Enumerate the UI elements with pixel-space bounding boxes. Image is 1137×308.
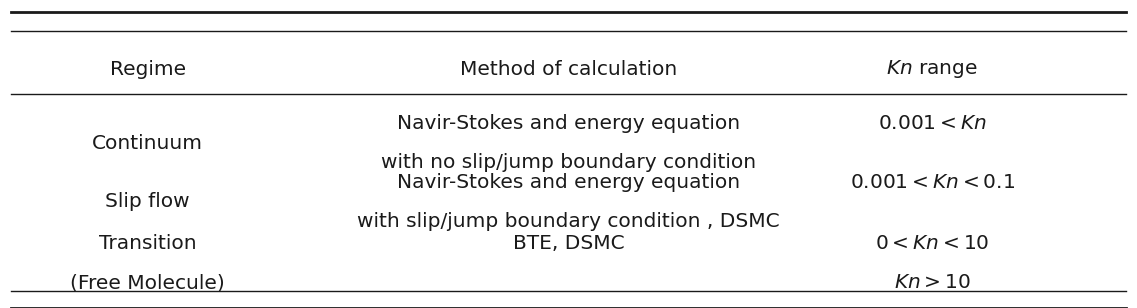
Text: Transition: Transition — [99, 234, 197, 253]
Text: $0.001 < Kn$: $0.001 < Kn$ — [878, 114, 987, 133]
Text: BTE, DSMC: BTE, DSMC — [513, 234, 624, 253]
Text: Slip flow: Slip flow — [106, 192, 190, 211]
Text: Regime: Regime — [110, 60, 185, 79]
Text: $0.001 < Kn < 0.1$: $0.001 < Kn < 0.1$ — [849, 173, 1015, 192]
Text: Navir-Stokes and energy equation: Navir-Stokes and energy equation — [397, 173, 740, 192]
Text: with no slip/jump boundary condition: with no slip/jump boundary condition — [381, 153, 756, 172]
Text: with slip/jump boundary condition , DSMC: with slip/jump boundary condition , DSMC — [357, 212, 780, 231]
Text: $Kn > 10$: $Kn > 10$ — [894, 273, 971, 292]
Text: $0 < Kn < 10$: $0 < Kn < 10$ — [875, 234, 989, 253]
Text: Continuum: Continuum — [92, 134, 204, 153]
Text: Navir-Stokes and energy equation: Navir-Stokes and energy equation — [397, 114, 740, 133]
Text: (Free Molecule): (Free Molecule) — [70, 273, 225, 292]
Text: $Kn$ range: $Kn$ range — [887, 58, 978, 80]
Text: Method of calculation: Method of calculation — [459, 60, 678, 79]
